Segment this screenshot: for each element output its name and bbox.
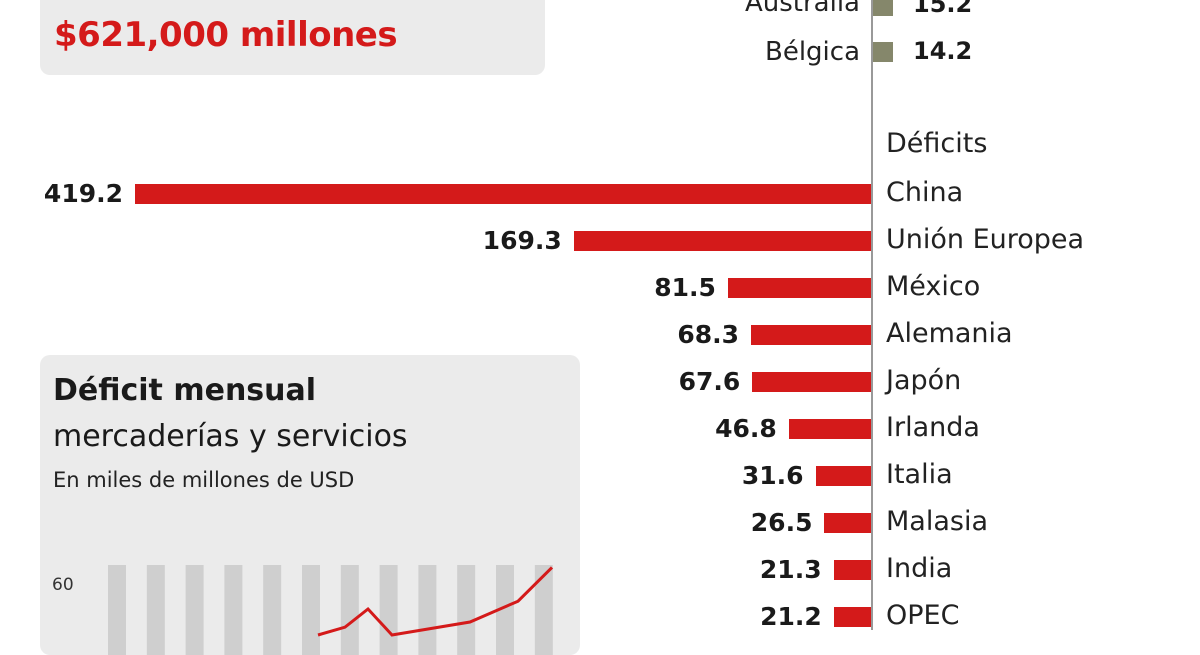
y-tick-label: 60 bbox=[52, 575, 74, 595]
monthly-column bbox=[185, 565, 204, 655]
deficit-value-label: 31.6 bbox=[741, 461, 804, 490]
deficit-bar bbox=[573, 231, 871, 251]
surplus-country-label: Australia bbox=[744, 0, 860, 18]
monthly-line-chart: 60 bbox=[52, 565, 554, 655]
deficit-value-label: 81.5 bbox=[654, 273, 716, 302]
monthly-column bbox=[534, 565, 553, 655]
monthly-column bbox=[108, 565, 126, 655]
deficit-country-label: México bbox=[886, 271, 981, 302]
surplus-row-belgica: Bélgica 14.2 bbox=[0, 37, 1200, 67]
monthly-deficit-panel: Déficit mensual mercaderías y servicios … bbox=[40, 355, 580, 655]
surplus-value: 15.2 bbox=[913, 0, 973, 18]
deficit-country-label: Malasia bbox=[886, 506, 989, 537]
monthly-column bbox=[146, 565, 165, 655]
monthly-chart-title: Déficit mensual bbox=[53, 373, 317, 408]
deficit-bar bbox=[752, 372, 871, 392]
total-deficit-subtitle: servicios bbox=[55, 0, 151, 2]
total-deficit-panel: servicios $621,000 millones bbox=[40, 0, 545, 75]
deficit-country-label: Unión Europea bbox=[886, 224, 1085, 255]
deficit-value-label: 169.3 bbox=[482, 226, 562, 255]
deficit-bar bbox=[751, 325, 871, 345]
surplus-row-australia: Australia 15.2 bbox=[0, 0, 1200, 22]
total-deficit-value: $621,000 millones bbox=[54, 15, 398, 55]
deficit-bar bbox=[833, 607, 871, 627]
surplus-square bbox=[873, 42, 893, 62]
monthly-column bbox=[379, 565, 398, 655]
deficit-country-label: Alemania bbox=[886, 318, 1013, 349]
surplus-value: 14.2 bbox=[913, 37, 973, 65]
monthly-chart-subtitle: mercaderías y servicios bbox=[53, 419, 408, 454]
deficits-heading: Déficits bbox=[886, 128, 988, 159]
monthly-column bbox=[263, 565, 282, 655]
monthly-chart-unit-note: En miles de millones de USD bbox=[53, 468, 355, 492]
deficit-bar bbox=[824, 513, 871, 533]
deficit-country-label: Irlanda bbox=[886, 412, 980, 443]
surplus-square bbox=[873, 0, 893, 16]
deficit-country-label: Japón bbox=[886, 365, 962, 396]
deficit-bar bbox=[135, 184, 871, 204]
monthly-column bbox=[302, 565, 320, 655]
deficit-value-label: 67.6 bbox=[678, 367, 741, 396]
deficit-value-label: 68.3 bbox=[677, 320, 740, 349]
monthly-column bbox=[457, 565, 476, 655]
deficit-value-label: 46.8 bbox=[715, 414, 777, 443]
deficit-value-label: 21.2 bbox=[760, 602, 822, 631]
surplus-country-label: Bélgica bbox=[764, 37, 860, 67]
deficit-value-label: 21.3 bbox=[759, 555, 822, 584]
monthly-column bbox=[340, 565, 359, 655]
deficit-value-label: 26.5 bbox=[750, 508, 813, 537]
deficit-bar bbox=[815, 466, 871, 486]
deficit-country-label: India bbox=[886, 553, 953, 584]
monthly-column bbox=[418, 565, 437, 655]
deficit-country-label: OPEC bbox=[886, 600, 960, 631]
deficit-value-label: 419.2 bbox=[43, 179, 123, 208]
monthly-column bbox=[224, 565, 243, 655]
deficit-bar bbox=[727, 278, 871, 298]
deficit-country-label: China bbox=[886, 177, 964, 208]
deficit-bar bbox=[833, 560, 871, 580]
zero-axis-line bbox=[871, 0, 873, 630]
deficit-country-label: Italia bbox=[886, 459, 953, 490]
deficit-bar bbox=[788, 419, 871, 439]
